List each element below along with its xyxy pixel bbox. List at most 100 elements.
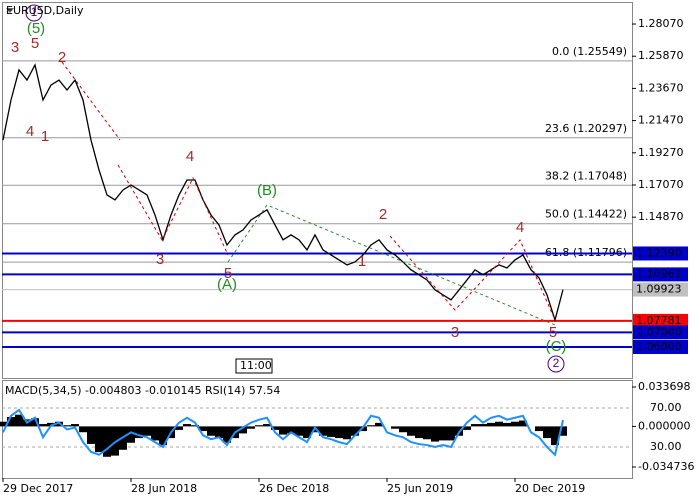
macd-bar — [471, 424, 479, 427]
macd-bar — [87, 426, 95, 444]
wave-label: 1 — [41, 128, 49, 145]
macd-bar — [343, 426, 351, 440]
level-label: 1.07781 — [636, 314, 682, 327]
macd-bar — [399, 426, 407, 433]
macd-bar — [279, 426, 287, 435]
macd-bar — [15, 414, 23, 427]
y2-tick-label: 70.00 — [650, 401, 682, 414]
macd-bar — [0, 421, 7, 427]
time-label: 11:00 — [240, 359, 272, 372]
wave-lines — [227, 204, 556, 326]
macd-bar — [159, 426, 167, 446]
macd-bar — [559, 426, 567, 436]
y-tick-label: 1.25870 — [638, 49, 684, 62]
macd-bar — [335, 426, 343, 439]
wave-label: 1 — [358, 253, 366, 270]
macd-bar — [199, 426, 207, 432]
wave-label: 5 — [31, 35, 39, 52]
macd-bar — [79, 426, 87, 433]
main-panel — [2, 2, 633, 379]
macd-bar — [287, 426, 295, 434]
chart-title: EURUSD,Daily — [6, 4, 84, 17]
macd-bar — [495, 421, 503, 427]
wave-label: (5) — [27, 20, 45, 37]
y-tick-label: -0.034736 — [638, 460, 694, 473]
wave-label: 5 — [224, 265, 232, 282]
macd-bar — [239, 426, 247, 434]
y-tick-label: 1.28070 — [638, 17, 684, 30]
macd-bar — [215, 426, 223, 439]
macd-bar — [271, 426, 279, 430]
macd-bar — [127, 426, 135, 443]
x-tick-label: 26 Dec 2018 — [259, 482, 329, 495]
macd-bar — [223, 426, 231, 443]
macd-bar — [535, 426, 543, 432]
rsi-line — [2, 408, 564, 457]
wave-label: 1 — [31, 5, 38, 19]
wave-lines — [61, 61, 556, 321]
wave-line — [61, 61, 121, 141]
macd-bar — [191, 425, 199, 427]
macd-bar — [415, 426, 423, 439]
wave-label: (B) — [257, 182, 277, 199]
wave-label: 4 — [516, 219, 524, 236]
wave-label: (A) — [217, 276, 237, 293]
indicator-title: MACD(5,34,5) -0.004803 -0.010145 RSI(14)… — [5, 384, 280, 397]
macd-bar — [503, 422, 511, 427]
y2-tick-label: 30.00 — [650, 440, 682, 453]
y-tick-label: 1.14870 — [638, 210, 684, 223]
macd-bar — [39, 424, 47, 427]
macd-bar — [551, 426, 559, 446]
macd-bar — [175, 426, 183, 430]
macd-bar — [375, 422, 383, 427]
wave-label: (C) — [546, 338, 567, 355]
level-box — [633, 313, 688, 328]
level-label: 1.09923 — [636, 283, 682, 296]
price-line — [2, 63, 564, 323]
macd-bar — [447, 426, 455, 441]
level-box — [633, 246, 688, 261]
macd-bar — [543, 426, 551, 439]
macd-bar — [255, 425, 263, 427]
wave-line — [227, 204, 556, 326]
wave-label: 2 — [58, 49, 66, 66]
wave-label: 3 — [451, 324, 459, 341]
macd-bar — [295, 426, 303, 436]
macd-bar — [151, 426, 159, 441]
level-label: 1.10961 — [636, 267, 682, 280]
y-tick-label: 0.000000 — [638, 419, 691, 432]
macd-bar — [511, 421, 519, 427]
fib-label: 0.0 (1.25549) — [552, 45, 627, 58]
macd-bar — [63, 425, 71, 427]
fib-label: 23.6 (1.20297) — [545, 122, 627, 135]
fib-label: 50.0 (1.14422) — [545, 208, 627, 221]
level-label: 1.12390 — [636, 246, 682, 259]
macd-bar — [143, 426, 151, 436]
macd-bar — [463, 426, 471, 430]
macd-bar — [207, 426, 215, 436]
wave-label: 4 — [186, 148, 194, 165]
macd-bar — [319, 426, 327, 436]
macd-bar — [103, 426, 111, 457]
macd-bar — [135, 426, 143, 439]
plot-layer: 1.28070 1.25870 1.23670 1.21470 1.19270 1.170… — [0, 4, 694, 495]
macd-bar — [479, 424, 487, 427]
wave-label: 4 — [26, 123, 34, 140]
macd-bar — [7, 417, 15, 427]
x-tick-label: 28 Jun 2018 — [131, 482, 197, 495]
fib-label: 38.2 (1.17048) — [545, 169, 627, 182]
y-tick-label: 1.23670 — [638, 81, 684, 94]
macd-bar — [439, 426, 447, 441]
wave-label: 5 — [549, 324, 557, 341]
y-tick-label: 1.19270 — [638, 146, 684, 159]
time-box — [235, 358, 273, 374]
annotation-circle — [25, 4, 43, 22]
level-box — [633, 339, 688, 354]
level-box — [633, 282, 688, 297]
macd-bar — [183, 424, 191, 427]
macd-bar — [351, 426, 359, 436]
y-tick-label: 0.033698 — [638, 380, 691, 393]
y-tick-label: 1.21470 — [638, 114, 684, 127]
